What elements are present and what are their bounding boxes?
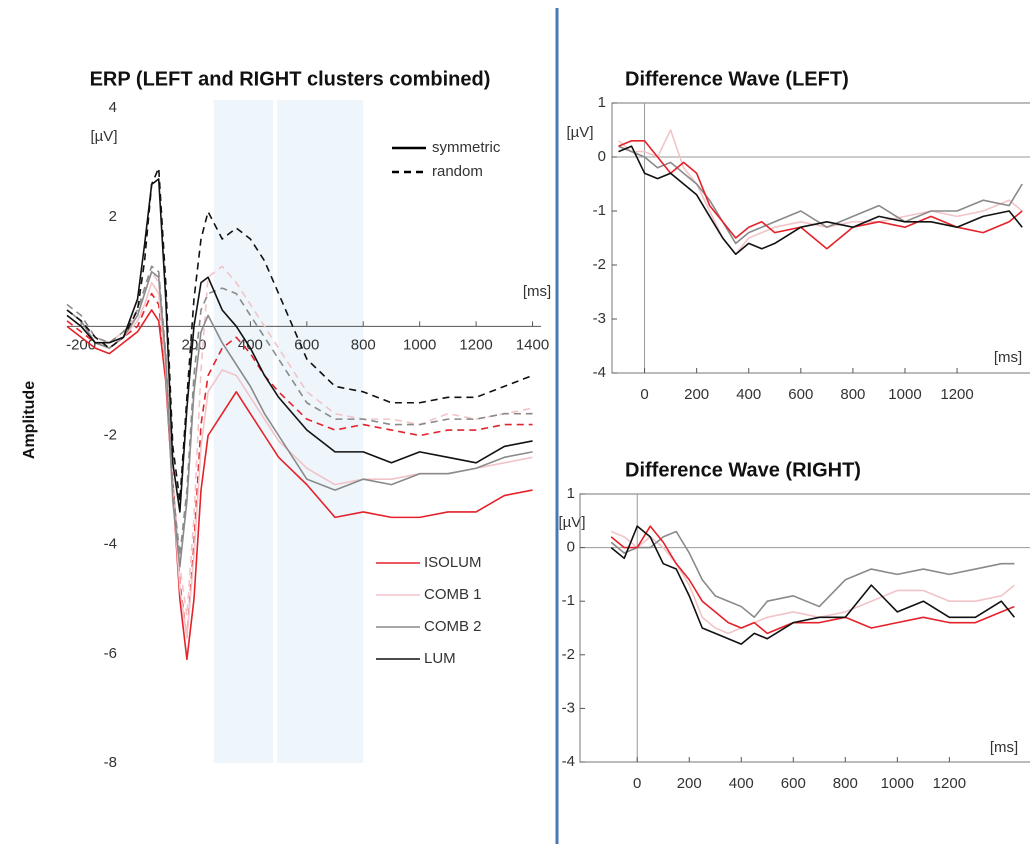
chart-title: ERP (LEFT and RIGHT clusters combined) bbox=[90, 68, 491, 90]
data-line bbox=[66, 270, 533, 568]
data-line bbox=[66, 281, 533, 639]
data-line bbox=[617, 129, 1023, 255]
y-tick-label: 1 bbox=[598, 94, 606, 111]
data-line bbox=[618, 145, 1023, 245]
y-tick-label: -8 bbox=[104, 754, 117, 771]
data-line bbox=[66, 309, 533, 661]
y-unit: [µV] bbox=[567, 124, 594, 141]
x-tick-label: 800 bbox=[840, 386, 865, 403]
y-tick-label: -1 bbox=[562, 592, 575, 609]
plot-lines bbox=[617, 129, 1023, 255]
x-tick-label: 1200 bbox=[933, 775, 966, 792]
x-tick-label: 600 bbox=[788, 386, 813, 403]
x-tick-label: 1000 bbox=[881, 775, 914, 792]
shaded-window bbox=[277, 100, 364, 763]
x-tick-label: 0 bbox=[633, 775, 641, 792]
legend-label: COMB 2 bbox=[424, 618, 482, 635]
x-tick-label: 1000 bbox=[888, 386, 921, 403]
y-axis-title: Amplitude bbox=[21, 381, 38, 459]
x-tick-label: 1400 bbox=[516, 336, 549, 353]
x-tick-label: 1200 bbox=[940, 386, 973, 403]
plot-frame bbox=[579, 493, 1030, 763]
x-tick-label: 1200 bbox=[459, 336, 492, 353]
legend-label: ISOLUM bbox=[424, 554, 482, 571]
y-tick-label: -2 bbox=[593, 256, 606, 273]
y-tick-label: -2 bbox=[562, 646, 575, 663]
data-line bbox=[610, 530, 1015, 619]
y-tick-label: 4 bbox=[109, 99, 117, 116]
y-tick-label: 2 bbox=[109, 208, 117, 225]
x-tick-label: -200 bbox=[66, 336, 96, 353]
y-unit: [µV] bbox=[91, 128, 118, 145]
legend-label: symmetric bbox=[432, 139, 501, 156]
plot-frame bbox=[611, 102, 1030, 374]
x-tick-label: 400 bbox=[238, 336, 263, 353]
x-tick-label: 200 bbox=[684, 386, 709, 403]
legend-label: LUM bbox=[424, 650, 456, 667]
plot-lines bbox=[610, 525, 1016, 645]
x-tick-label: 600 bbox=[781, 775, 806, 792]
x-tick-label: 0 bbox=[640, 386, 648, 403]
y-tick-label: -6 bbox=[104, 645, 117, 662]
data-line bbox=[66, 178, 533, 513]
y-tick-label: -3 bbox=[562, 699, 575, 716]
y-tick-label: -4 bbox=[593, 364, 606, 381]
y-tick-label: -4 bbox=[104, 536, 117, 553]
legend-label: random bbox=[432, 163, 483, 180]
x-tick-label: 400 bbox=[736, 386, 761, 403]
data-line bbox=[618, 140, 1023, 250]
x-tick-label: 400 bbox=[729, 775, 754, 792]
plot-lines bbox=[66, 167, 533, 661]
data-line bbox=[610, 525, 1015, 635]
data-line bbox=[610, 525, 1016, 645]
data-line bbox=[618, 145, 1023, 255]
x-tick-label: 800 bbox=[833, 775, 858, 792]
x-tick-label: 200 bbox=[677, 775, 702, 792]
chart-title: Difference Wave (RIGHT) bbox=[625, 459, 861, 481]
chart: 42-2-4-6-8-200 200 400 600 800 1000 1200 1400sy… bbox=[66, 99, 549, 771]
x-tick-label: 800 bbox=[351, 336, 376, 353]
y-tick-label: -2 bbox=[104, 426, 117, 443]
y-tick-label: -1 bbox=[593, 202, 606, 219]
x-unit: [ms] bbox=[990, 739, 1018, 756]
shaded-window bbox=[213, 100, 273, 763]
y-tick-label: -4 bbox=[562, 753, 575, 770]
chart-title: Difference Wave (LEFT) bbox=[625, 68, 849, 90]
chart: 1 0 -1 -2 -3 -4 0 200 400 600 800 1000 1200 bbox=[562, 485, 1030, 792]
y-tick-label: 0 bbox=[567, 539, 575, 556]
x-unit: [ms] bbox=[994, 349, 1022, 366]
data-line bbox=[66, 167, 533, 502]
legend-label: COMB 1 bbox=[424, 586, 482, 603]
y-tick-label: 1 bbox=[567, 485, 575, 502]
y-tick-label: 0 bbox=[598, 148, 606, 165]
x-unit: [ms] bbox=[523, 283, 551, 300]
x-tick-label: 600 bbox=[294, 336, 319, 353]
y-tick-label: -3 bbox=[593, 310, 606, 327]
chart: 1 0 -1 -2 -3 -4 0 200 400 600 800 1000 1200 bbox=[593, 94, 1030, 403]
x-tick-label: 1000 bbox=[403, 336, 436, 353]
y-unit: [µV] bbox=[559, 514, 586, 531]
